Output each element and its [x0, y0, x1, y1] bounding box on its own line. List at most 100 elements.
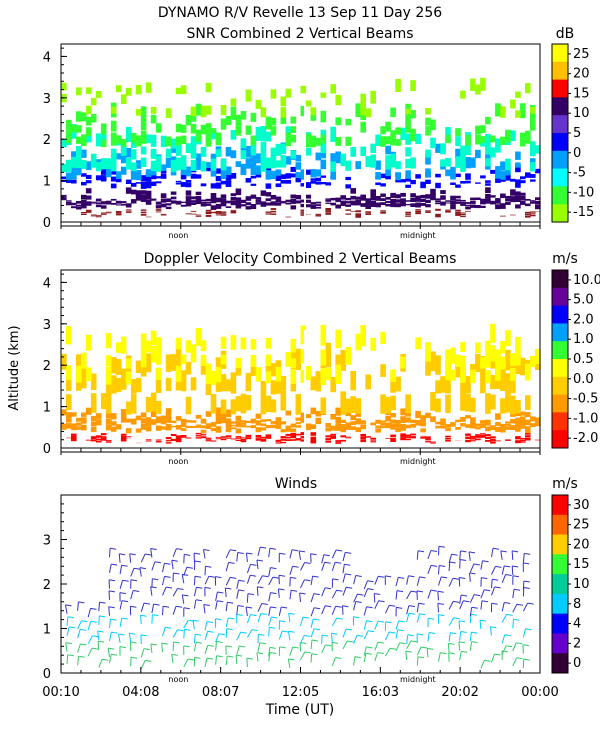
snr-heat-cell: [110, 156, 117, 172]
snr-heat-cell: [71, 124, 77, 133]
snr-heat-cell: [240, 150, 247, 160]
wind-barb-staff: [459, 594, 462, 604]
wind-barb-staff: [204, 631, 209, 641]
wind-barb-staff: [437, 591, 439, 601]
dop-heat-cell: [115, 424, 122, 430]
dop-heat-cell: [505, 373, 511, 392]
snr-heat-cell: [66, 172, 72, 181]
wind-barb-flag: [111, 653, 118, 656]
dop-heat-cell: [385, 396, 391, 414]
wind-barb-flag: [494, 586, 501, 589]
dop-heat-cell: [520, 441, 526, 443]
dop-heat-cell: [81, 412, 87, 417]
dop-heat-cell: [260, 427, 267, 431]
dop-heat-cell: [455, 354, 461, 367]
dop-heat-cell: [430, 442, 436, 443]
dop-heat-cell: [220, 439, 227, 441]
snr-heat-cell: [305, 133, 312, 148]
dop-heat-cell: [220, 354, 227, 365]
snr-heat-cell: [315, 213, 322, 215]
wind-barb-flag: [524, 552, 531, 555]
wind-barb-staff: [458, 577, 461, 587]
snr-heat-cell: [230, 173, 237, 179]
snr-heat-cell: [495, 138, 501, 153]
wind-barb-flag: [161, 642, 168, 645]
wind-barb-staff: [448, 632, 451, 642]
wind-barb-staff: [236, 605, 239, 615]
snr-heat-cell: [340, 153, 346, 167]
dop-heat-cell: [275, 378, 282, 394]
snr-heat-cell: [395, 199, 401, 203]
snr-heat-cell: [130, 162, 137, 172]
snr-heat-cell: [470, 78, 476, 91]
snr-heat-cell: [495, 180, 501, 183]
dop-heat-cell: [155, 349, 162, 365]
wind-barb-flag: [481, 600, 489, 603]
wind-barb-staff: [469, 632, 472, 642]
dop-heat-cell: [360, 439, 366, 443]
wind-barb-staff: [87, 635, 93, 644]
snr-heat-cell: [455, 156, 461, 168]
snr-heat-cell: [455, 211, 461, 214]
dop-heat-cell: [485, 393, 491, 414]
dop-heat-cell: [390, 423, 396, 430]
snr-heat-cell: [370, 154, 376, 168]
dop-heat-cell: [66, 371, 72, 391]
snr-heat-cell: [100, 175, 107, 182]
wind-barb-staff: [491, 548, 494, 558]
snr-heat-cell: [205, 166, 212, 172]
wind-barb-flag: [69, 626, 76, 629]
snr-heat-cell: [160, 135, 167, 148]
wind-barb-flag: [407, 634, 414, 637]
snr-heat-cell: [475, 149, 481, 159]
dop-heat-cell: [495, 349, 501, 366]
wind-barb-staff: [236, 645, 240, 655]
wind-barb-staff: [342, 628, 347, 638]
snr-heat-cell: [140, 211, 147, 214]
snr-heat-cell: [395, 78, 401, 92]
snr-heat-cell: [76, 146, 82, 157]
snr-heat-cell: [100, 212, 107, 214]
wind-barb-flag: [99, 615, 106, 618]
wind-barb-flag: [90, 607, 97, 610]
dop-heat-cell: [335, 423, 341, 431]
dop-heat-cell: [520, 439, 526, 441]
snr-heat-cell: [520, 103, 526, 119]
wind-barb-flag: [166, 586, 173, 589]
dop-heat-cell: [125, 418, 132, 423]
dop-heat-cell: [475, 438, 481, 441]
dop-heat-cell: [345, 437, 351, 439]
dop-heat-cell: [360, 433, 366, 437]
snr-heat-cell: [465, 141, 471, 156]
snr-heat-cell: [95, 91, 102, 98]
dop-heat-cell: [205, 439, 212, 441]
snr-heat-cell: [110, 203, 117, 205]
snr-colorbar-swatch: [552, 186, 568, 205]
wind-barb-flag: [111, 631, 118, 634]
dop-noon-label: noon: [168, 457, 188, 466]
snr-heat-cell: [150, 134, 157, 147]
wind-barb-staff: [448, 601, 454, 610]
snr-heat-cell: [535, 201, 541, 205]
wind-barb-staff: [459, 631, 462, 641]
snr-heat-cell: [305, 147, 312, 156]
dop-heat-cell: [200, 433, 207, 435]
snr-heat-cell: [220, 180, 227, 185]
wind-barb-staff: [289, 590, 292, 600]
dop-heat-cell: [405, 439, 411, 441]
dop-heat-cell: [185, 396, 192, 415]
wind-barb-staff: [438, 565, 440, 575]
dop-heat-cell: [395, 376, 401, 392]
snr-heat-cell: [455, 173, 461, 178]
wind-barb-flag: [419, 576, 426, 579]
dop-heat-cell: [180, 370, 187, 392]
dop-heat-cell: [205, 411, 212, 417]
snr-heat-cell: [505, 195, 511, 198]
snr-heat-cell: [81, 181, 87, 186]
snr-heat-cell: [155, 205, 162, 209]
wind-barb-flag: [512, 550, 519, 553]
dop-heat-cell: [250, 361, 257, 377]
snr-heat-cell: [310, 204, 317, 209]
dop-heat-cell: [195, 328, 202, 346]
snr-heat-cell: [525, 215, 531, 218]
